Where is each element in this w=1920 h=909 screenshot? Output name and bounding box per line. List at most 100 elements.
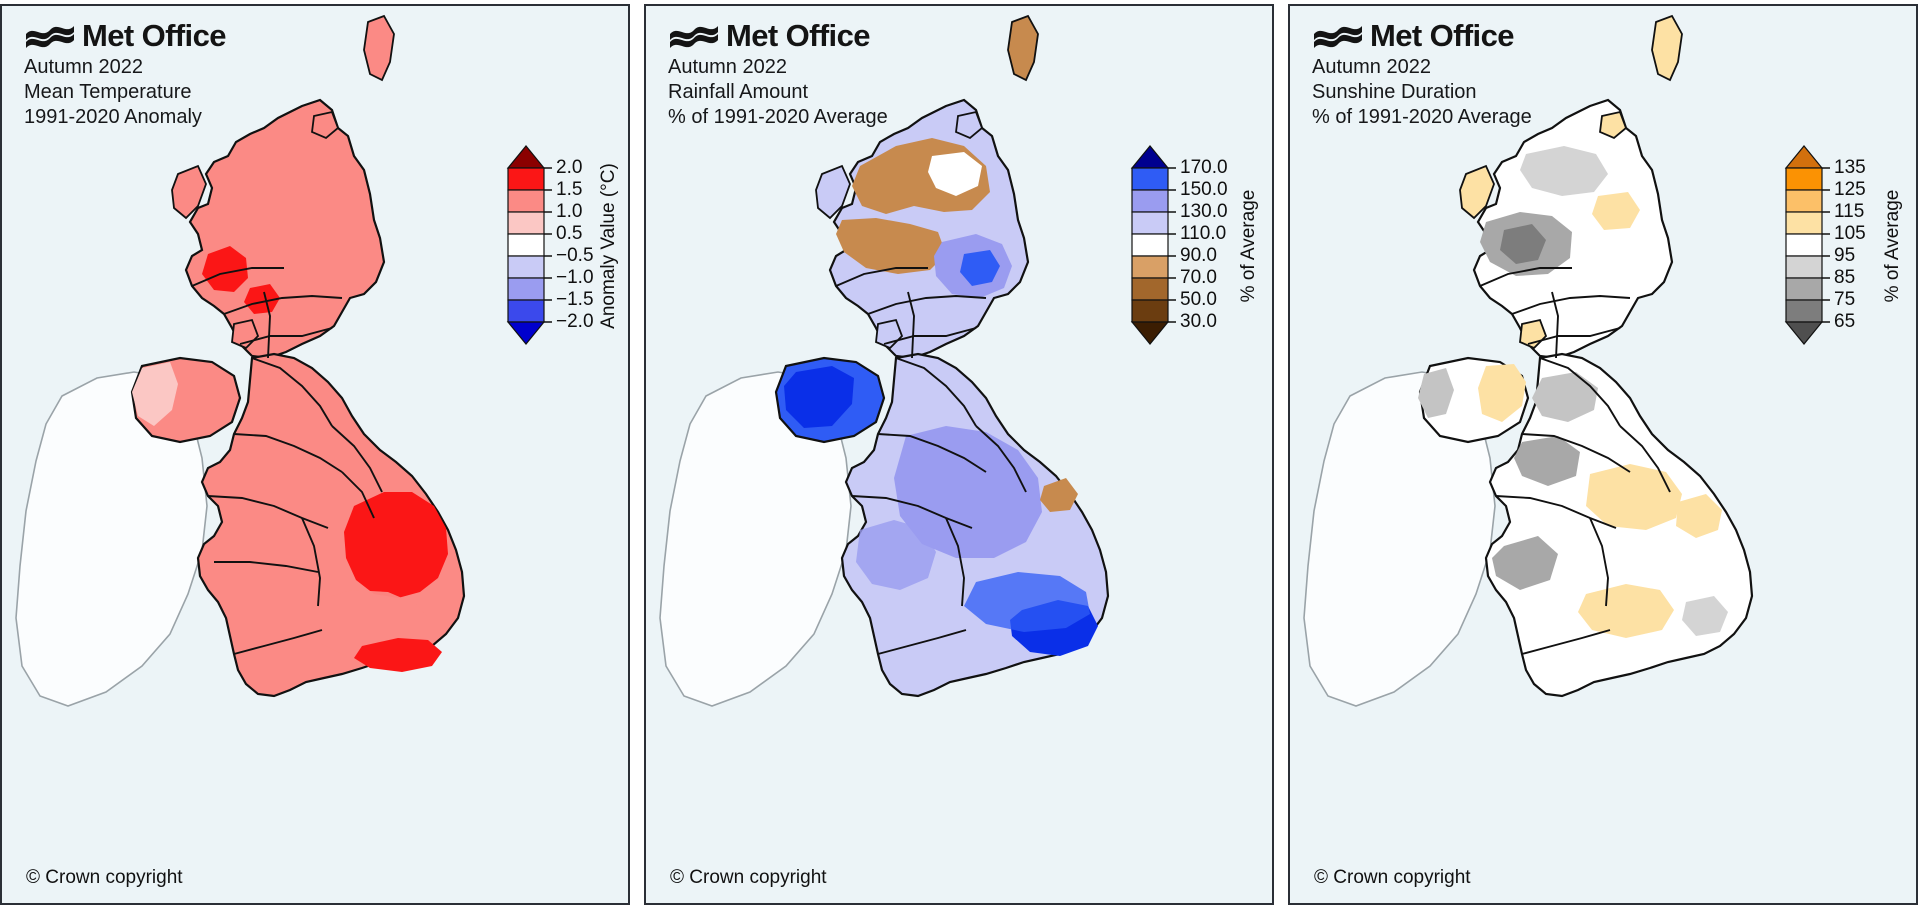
tick-label: −0.5 [556, 245, 594, 266]
tick-label: 135 [1834, 157, 1866, 178]
panel-basis: 1991-2020 Anomaly [24, 106, 202, 129]
region-northern-ireland-wetter [784, 366, 854, 428]
panel-basis: % of 1991-2020 Average [668, 106, 888, 129]
region-northern-ireland-dull [1418, 368, 1454, 418]
region-north-scotland-dry-2 [836, 218, 946, 274]
tick-label: 75 [1834, 289, 1855, 310]
colorbar-tick-labels: 2.0 1.5 1.0 0.5 −0.5 −1.0 −1.5 −2.0 [556, 157, 594, 332]
tick-label: 125 [1834, 179, 1866, 200]
colorbar-axis-title: Anomaly Value (°C) [598, 163, 619, 329]
region-shetland [1651, 14, 1683, 82]
brand-name: Met Office [726, 18, 870, 53]
region-southeast-wet [964, 572, 1090, 632]
panel-rainfall-amount: Met Office Autumn 2022 Rainfall Amount %… [644, 4, 1274, 905]
tick-label: −1.5 [556, 289, 594, 310]
tick-label: 1.5 [556, 179, 582, 200]
region-orkney [311, 110, 340, 140]
region-north-england-dull [1532, 372, 1598, 422]
region-scotland-west-hotspot [202, 246, 248, 292]
met-office-waves-icon [1314, 25, 1362, 48]
region-midlands-wet [894, 426, 1042, 558]
tick-label: 70.0 [1180, 267, 1217, 288]
panel-variable: Mean Temperature [24, 81, 192, 104]
colorbar-tick-labels: 135 125 115 105 95 85 75 65 [1834, 157, 1866, 332]
colorbar-rainfall: 170.0 150.0 130.0 110.0 90.0 70.0 50.0 3… [1126, 145, 1266, 346]
map-sunshine-duration [1290, 6, 1916, 903]
region-boundaries [1479, 267, 1671, 655]
region-south-coast-hotspot [354, 638, 442, 672]
region-northern-ireland-sunny [1478, 364, 1526, 422]
region-west-scotland-dullest [1500, 224, 1546, 264]
met-office-waves-icon [670, 25, 718, 48]
panel-season: Autumn 2022 [668, 56, 787, 78]
region-northeast-dry-patch [1040, 478, 1078, 512]
brand-lockup: Met Office [668, 20, 888, 51]
region-southeast-grey [1682, 596, 1728, 636]
copyright-text: © Crown copyright [26, 867, 183, 888]
region-outer-hebrides [1459, 164, 1495, 220]
brand-name: Met Office [1370, 18, 1514, 53]
region-east-anglia-hotspot [344, 492, 448, 598]
colorbar-ticks [1168, 167, 1176, 323]
region-boundaries [835, 267, 1027, 655]
region-midlands-sunny [1586, 464, 1682, 530]
tick-label: 1.0 [556, 201, 582, 222]
region-scotland [184, 98, 386, 360]
colorbar-bands [1130, 145, 1170, 345]
tick-label: 130.0 [1180, 201, 1228, 222]
map-rainfall-amount [646, 6, 1272, 903]
colorbar-temperature: 2.0 1.5 1.0 0.5 −0.5 −1.0 −1.5 −2.0 Anom… [502, 145, 622, 346]
region-orkney [955, 110, 984, 140]
region-scotland-sunny-east [1592, 192, 1640, 230]
region-northern-ireland-cooler [132, 362, 178, 426]
met-office-waves-icon [26, 25, 74, 48]
panel-season: Autumn 2022 [1312, 56, 1431, 78]
panel-mean-temperature: Met Office Autumn 2022 Mean Temperature … [0, 4, 630, 905]
tick-label: 170.0 [1180, 157, 1228, 178]
brand-lockup: Met Office [24, 20, 226, 51]
tick-label: 2.0 [556, 157, 582, 178]
tick-label: 65 [1834, 311, 1855, 332]
brand-lockup: Met Office [1312, 20, 1532, 51]
region-orkney [1599, 110, 1628, 140]
tick-label: 0.5 [556, 223, 582, 244]
map-svg-sunshine [1303, 14, 1754, 707]
tick-label: 105 [1834, 223, 1866, 244]
region-scotland-average [928, 152, 982, 196]
panel-season: Autumn 2022 [24, 56, 143, 78]
panel-sunshine-duration: Met Office Autumn 2022 Sunshine Duration… [1288, 4, 1918, 905]
region-wales-wet [856, 520, 936, 590]
panel-header-rainfall: Met Office Autumn 2022 Rainfall Amount %… [668, 20, 888, 131]
colorbar-sunshine: 135 125 115 105 95 85 75 65 % of Average [1780, 145, 1910, 346]
colorbar-axis-title: % of Average [1882, 190, 1903, 303]
tick-label: 85 [1834, 267, 1855, 288]
tick-label: 50.0 [1180, 289, 1217, 310]
panel-variable: Sunshine Duration [1312, 81, 1477, 104]
tick-label: 90.0 [1180, 245, 1217, 266]
panel-header-sunshine: Met Office Autumn 2022 Sunshine Duration… [1312, 20, 1532, 131]
panel-header-temperature: Met Office Autumn 2022 Mean Temperature … [24, 20, 226, 131]
copyright-text: © Crown copyright [670, 867, 827, 888]
tick-label: 150.0 [1180, 179, 1228, 200]
panel-basis: % of 1991-2020 Average [1312, 106, 1532, 129]
region-scotland-west-hotspot-2 [244, 284, 280, 314]
region-scotland-grey-north [1520, 146, 1608, 196]
region-boundaries [191, 267, 383, 655]
tick-label: −1.0 [556, 267, 594, 288]
region-outer-hebrides [815, 164, 851, 220]
map-svg-rainfall [659, 14, 1110, 707]
colorbar-ticks [544, 167, 552, 323]
tick-label: 95 [1834, 245, 1855, 266]
region-northwest-dull [1514, 436, 1580, 486]
tick-label: 30.0 [1180, 311, 1217, 332]
tick-label: 115 [1834, 201, 1864, 222]
copyright-text: © Crown copyright [1314, 867, 1471, 888]
region-south-sunny [1578, 584, 1674, 638]
brand-name: Met Office [82, 18, 226, 53]
colorbar-tick-labels: 170.0 150.0 130.0 110.0 90.0 70.0 50.0 3… [1180, 157, 1228, 332]
map-mean-temperature [2, 6, 628, 903]
region-shetland [1007, 14, 1039, 82]
panel-variable: Rainfall Amount [668, 81, 809, 104]
region-east-sunny [1676, 494, 1722, 538]
